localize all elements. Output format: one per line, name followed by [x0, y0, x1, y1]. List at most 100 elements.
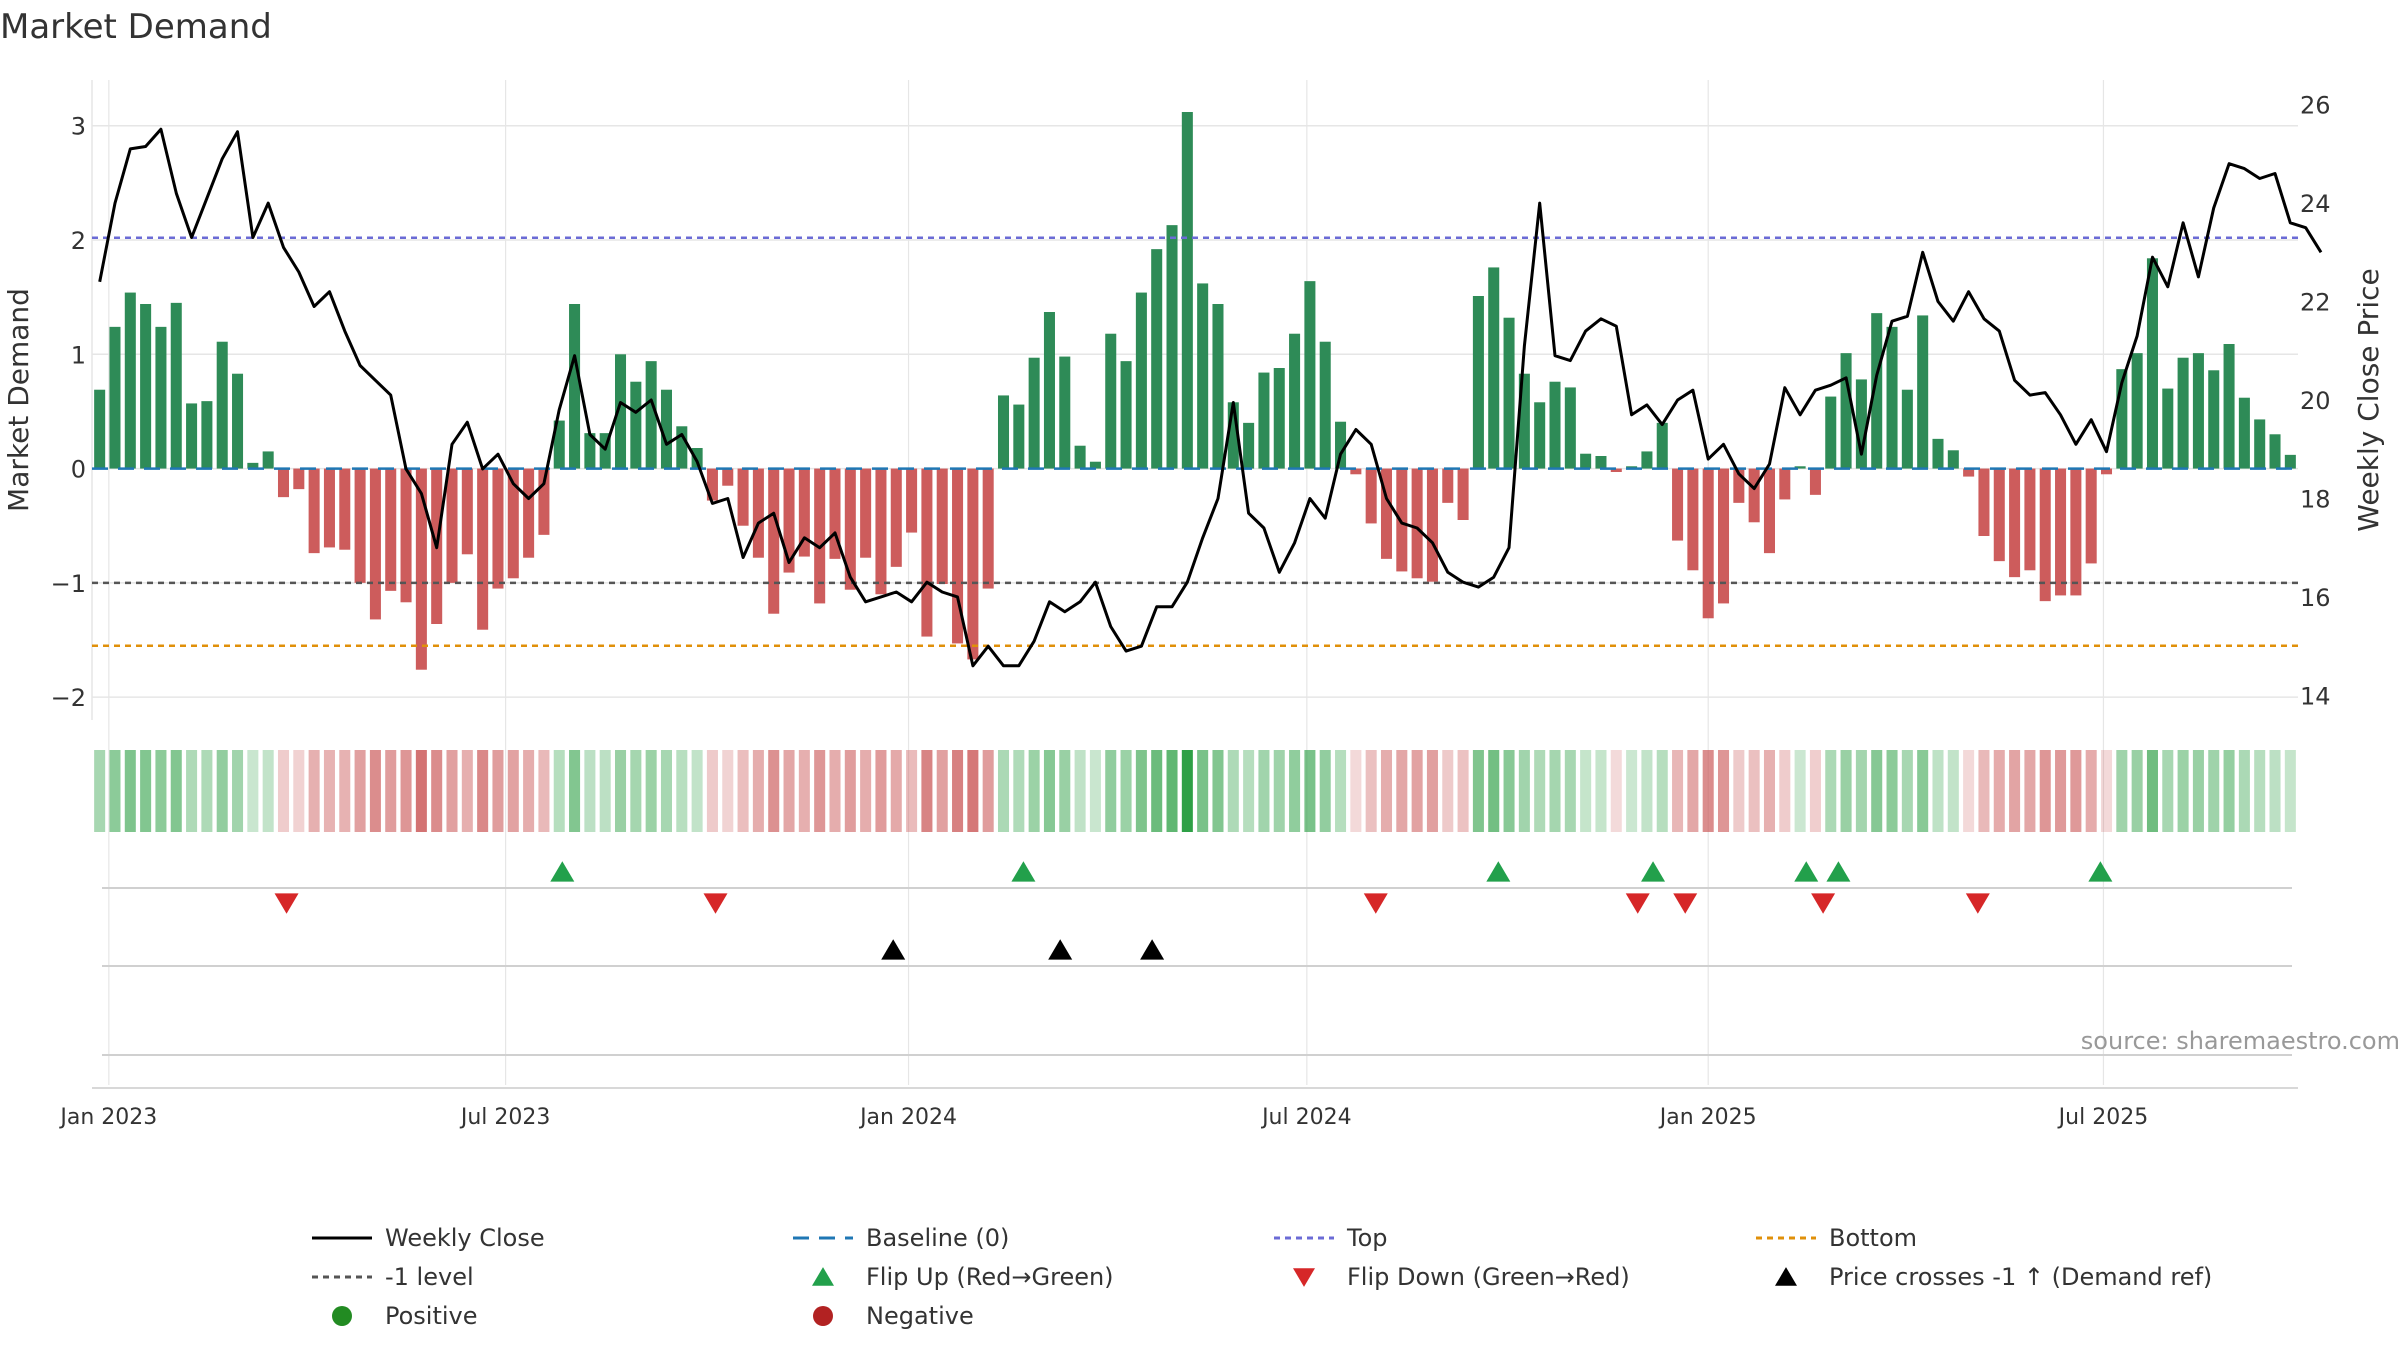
heat-cell [1396, 750, 1408, 832]
demand-bar-positive [94, 389, 106, 469]
heat-cell [2254, 750, 2266, 832]
demand-bar-positive [201, 401, 213, 469]
heat-cell [2039, 750, 2051, 832]
demand-bar-positive [1028, 357, 1040, 469]
heat-cell [1411, 750, 1423, 832]
heat-cell [369, 750, 381, 832]
demand-bar-positive [553, 420, 565, 469]
flip-down-marker [1673, 893, 1698, 914]
heat-cell [1028, 750, 1040, 832]
demand-bar-positive [1840, 353, 1852, 469]
demand-bar-negative [293, 468, 305, 490]
heat-cell [1350, 750, 1362, 832]
heat-cell [1227, 750, 1239, 832]
legend-item: Flip Down (Green→Red) [1293, 1263, 1630, 1291]
legend-item: Positive [332, 1302, 478, 1330]
heat-cell [170, 750, 182, 832]
demand-bar-negative [752, 468, 764, 558]
legend-label: Baseline (0) [866, 1224, 1009, 1252]
legend-symbol-circle [813, 1306, 833, 1326]
heat-cell [1993, 750, 2005, 832]
heat-cell [1963, 750, 1975, 832]
heat-cell [1794, 750, 1806, 832]
demand-bar-negative [1442, 468, 1454, 503]
demand-bar-positive [2269, 434, 2281, 469]
x-tick-label: Jul 2024 [1260, 1105, 1352, 1130]
demand-bar-positive [1319, 341, 1331, 469]
heat-cell [1809, 750, 1821, 832]
heat-cell [982, 750, 994, 832]
heat-cell [798, 750, 810, 832]
heat-cell [1289, 750, 1301, 832]
demand-bar-positive [1595, 456, 1607, 469]
demand-bar-negative [2100, 468, 2113, 475]
demand-bar-negative [798, 468, 810, 557]
chart-title: Market Demand [0, 7, 272, 47]
legend-symbol-triangle-up [812, 1267, 834, 1286]
heat-cell [109, 750, 121, 832]
demand-bar-positive [1503, 317, 1515, 469]
demand-bar-negative [982, 468, 994, 589]
demand-bar-positive [1518, 373, 1530, 469]
demand-bar-positive [1534, 402, 1546, 469]
demand-bar-negative [523, 468, 535, 558]
heat-cell [1273, 750, 1285, 832]
heat-cell [553, 750, 565, 832]
demand-bar-positive [1825, 396, 1837, 469]
flip-up-marker [2088, 861, 2113, 882]
y-axis-label-right: Weekly Close Price [2352, 268, 2385, 531]
heat-cell [936, 750, 948, 832]
heat-cell [1243, 750, 1255, 832]
legend-symbol-circle [332, 1306, 352, 1326]
heat-cell [1442, 750, 1454, 832]
legend-label: Top [1346, 1224, 1388, 1252]
demand-bar-negative [860, 468, 872, 558]
demand-bar-positive [1105, 333, 1117, 469]
y-tick-label-left: −2 [51, 684, 86, 712]
demand-heat-strip [94, 750, 2296, 832]
heat-cell [446, 750, 458, 832]
heat-cell [875, 750, 887, 832]
demand-bar-negative [1350, 468, 1362, 475]
heat-cell [2238, 750, 2250, 832]
heat-cell [1472, 750, 1484, 832]
demand-bar-positive [691, 448, 703, 469]
heat-cell [155, 750, 167, 832]
heat-cell [1151, 750, 1163, 832]
heat-cell [1549, 750, 1561, 832]
heat-cell [1580, 750, 1592, 832]
demand-bar-negative [1365, 468, 1377, 524]
heat-cell [2085, 750, 2097, 832]
demand-bar-negative [1687, 468, 1699, 571]
heat-cell [216, 750, 228, 832]
heat-cell [1564, 750, 1576, 832]
heat-cell [262, 750, 274, 832]
heat-cell [461, 750, 473, 832]
legend-item: Price crosses -1 ↑ (Demand ref) [1775, 1263, 2212, 1291]
demand-bar-positive [1212, 304, 1224, 469]
demand-bar-negative [2085, 468, 2097, 564]
demand-bar-positive [1656, 422, 1668, 469]
heat-cell [2100, 750, 2113, 832]
flip-down-marker [703, 893, 728, 914]
heat-cell [2208, 750, 2220, 832]
y-tick-label-right: 22 [2300, 289, 2331, 317]
demand-bar-positive [1901, 389, 1913, 469]
demand-bar-positive [1335, 421, 1347, 469]
heat-cell [2024, 750, 2036, 832]
heat-cell [844, 750, 856, 832]
heat-cell [752, 750, 764, 832]
demand-bar-negative [507, 468, 519, 579]
heat-cell [354, 750, 366, 832]
demand-bar-negative [2039, 468, 2051, 602]
legend-item: Top [1274, 1224, 1388, 1252]
x-ticks: Jan 2023 Jul 2023 Jan 2024 Jul 2024 Jan 2025… [58, 1105, 2148, 1130]
demand-bar-negative [400, 468, 412, 603]
demand-bar-negative [477, 468, 489, 630]
flip-up-marker [1641, 861, 1666, 882]
demand-bar-negative [369, 468, 381, 620]
demand-bar-positive [1059, 356, 1071, 469]
flip-up-marker [1011, 861, 1036, 882]
y-tick-label-left: 3 [71, 113, 86, 141]
demand-bar-positive [1120, 361, 1132, 469]
